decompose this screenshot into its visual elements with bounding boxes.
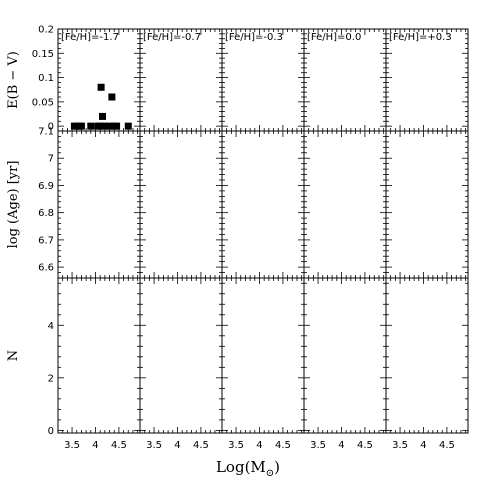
y-tick-label: 0	[48, 122, 54, 133]
x-tick-label: 3.5	[392, 440, 408, 451]
y-axis-label: E(B − V)	[6, 51, 21, 109]
panel-frame	[385, 28, 469, 132]
x-tick-label: 3.5	[228, 440, 244, 451]
x-tick-label: 4	[256, 440, 262, 451]
x-tick-label: 3.5	[146, 440, 162, 451]
y-tick-label: 7	[48, 154, 54, 165]
metallicity-label: [Fe/H]=-0.3	[225, 32, 283, 43]
panel-frame	[221, 28, 305, 132]
x-tick-label: 4	[92, 440, 98, 451]
x-tick-label: 4.5	[275, 440, 291, 451]
y-axis-label: log (Age) [yr]	[6, 161, 21, 249]
y-tick-label: 6.8	[38, 208, 54, 219]
panel-r0-c1	[139, 28, 223, 132]
scatter-point	[77, 122, 85, 130]
panel-frame	[139, 130, 223, 279]
panel-r0-c3	[303, 28, 387, 132]
x-axis-label-main: Log(M	[216, 458, 266, 476]
scatter-point	[106, 122, 114, 130]
panel-r0-c0	[57, 28, 141, 132]
panel-r2-c1	[139, 277, 223, 434]
panel-frame	[57, 130, 141, 279]
panel-frame	[385, 130, 469, 279]
x-axis-label: Log(M⊙)	[216, 458, 280, 479]
panel-frame	[139, 277, 223, 434]
y-tick-label: 6.9	[38, 181, 54, 192]
y-tick-label: 0.05	[32, 97, 54, 108]
y-tick-label: 0.2	[38, 25, 54, 36]
panel-r2-c3	[303, 277, 387, 434]
x-axis: 3.5 4 4.5 3.5 4 4.5 3.5 4 4.5 3.5 4 4.5 3.5 4 4.5	[64, 440, 455, 451]
panel-frame	[303, 28, 387, 132]
y-tick-label: 6.7	[38, 235, 54, 246]
y-tick-label: 2	[48, 373, 54, 384]
panel-frame	[57, 28, 141, 132]
panel-r2-c0	[57, 277, 141, 434]
x-tick-label: 4.5	[439, 440, 455, 451]
x-axis-label-sub: ⊙	[266, 468, 274, 479]
y-tick-label: 4	[48, 321, 54, 332]
y-axis-label: N	[6, 350, 21, 361]
scatter-point	[124, 122, 132, 130]
panel-r1-c1	[139, 130, 223, 279]
panel-r1-c0	[57, 130, 141, 279]
panel-r1-c3	[303, 130, 387, 279]
x-tick-label: 4	[420, 440, 426, 451]
y-tick-label: 0	[48, 426, 54, 437]
y-tick-label: 6.6	[38, 263, 54, 274]
scatter-point	[113, 122, 121, 130]
x-tick-label: 3.5	[310, 440, 326, 451]
panel-frame	[303, 130, 387, 279]
metallicity-label: [Fe/H]=-0.7	[143, 32, 201, 43]
x-tick-label: 4.5	[111, 440, 127, 451]
panel-frame	[57, 277, 141, 434]
metallicity-label: [Fe/H]=0.0	[307, 32, 361, 43]
panel-r0-c2	[221, 28, 305, 132]
panel-frame	[221, 277, 305, 434]
y-tick-label: 7.1	[38, 127, 54, 138]
x-tick-label: 4.5	[357, 440, 373, 451]
panel-r2-c2	[221, 277, 305, 434]
scatter-point	[108, 93, 116, 101]
panel-r0-c4	[385, 28, 469, 132]
panel-grid: [Fe/H]=-1.7 [Fe/H]=-0.7 [Fe/H]=-0.3 [Fe/H]=…	[57, 28, 469, 434]
panel-r1-c4	[385, 130, 469, 279]
y-tick-label: 0.15	[32, 49, 54, 60]
panel-r1-c2	[221, 130, 305, 279]
scatter-point	[101, 122, 109, 130]
metallicity-label: [Fe/H]=-1.7	[61, 32, 119, 43]
panel-frame	[385, 277, 469, 434]
y-axes: 0 0.05 0.1 0.15 0.2 E(B − V) 6.6 6.7 6.8 6.9 7 7.1 l…	[6, 25, 54, 437]
x-axis-label-end: )	[274, 458, 280, 476]
x-tick-label: 3.5	[64, 440, 80, 451]
panel-frame	[303, 277, 387, 434]
scatter-point	[96, 122, 104, 130]
panel-frame	[221, 130, 305, 279]
panel-frame	[139, 28, 223, 132]
y-tick-label: 0.1	[38, 73, 54, 84]
x-tick-label: 4	[338, 440, 344, 451]
scatter-point	[99, 112, 107, 120]
panel-r2-c4	[385, 277, 469, 434]
x-tick-label: 4.5	[193, 440, 209, 451]
metallicity-label: [Fe/H]=+0.3	[389, 32, 452, 43]
scatter-point	[97, 83, 105, 91]
x-tick-label: 4	[174, 440, 180, 451]
scatter-point	[87, 122, 95, 130]
